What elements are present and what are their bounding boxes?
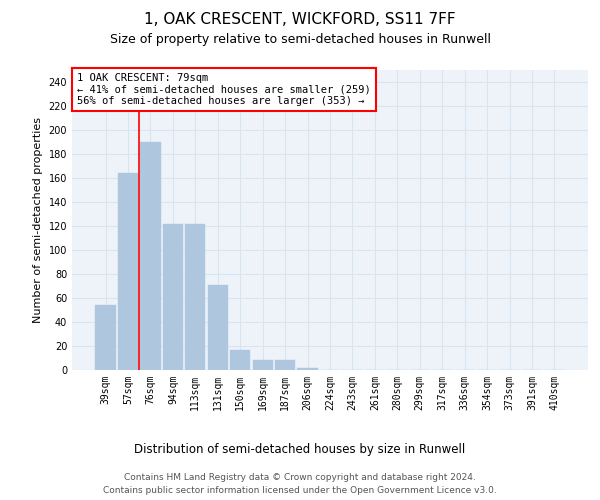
Text: 1 OAK CRESCENT: 79sqm
← 41% of semi-detached houses are smaller (259)
56% of sem: 1 OAK CRESCENT: 79sqm ← 41% of semi-deta… (77, 73, 371, 106)
Text: Distribution of semi-detached houses by size in Runwell: Distribution of semi-detached houses by … (134, 442, 466, 456)
Text: 1, OAK CRESCENT, WICKFORD, SS11 7FF: 1, OAK CRESCENT, WICKFORD, SS11 7FF (144, 12, 456, 28)
Bar (118, 173, 138, 370)
Bar (275, 360, 295, 370)
Bar (230, 350, 250, 370)
Bar (253, 360, 273, 370)
Text: Contains public sector information licensed under the Open Government Licence v3: Contains public sector information licen… (103, 486, 497, 495)
Y-axis label: Number of semi-detached properties: Number of semi-detached properties (33, 117, 43, 323)
Bar (140, 142, 161, 370)
Text: Contains HM Land Registry data © Crown copyright and database right 2024.: Contains HM Land Registry data © Crown c… (124, 472, 476, 482)
Text: Size of property relative to semi-detached houses in Runwell: Size of property relative to semi-detach… (110, 32, 491, 46)
Bar (298, 368, 317, 370)
Bar (163, 224, 183, 370)
Bar (185, 224, 205, 370)
Bar (95, 305, 116, 370)
Bar (208, 285, 228, 370)
